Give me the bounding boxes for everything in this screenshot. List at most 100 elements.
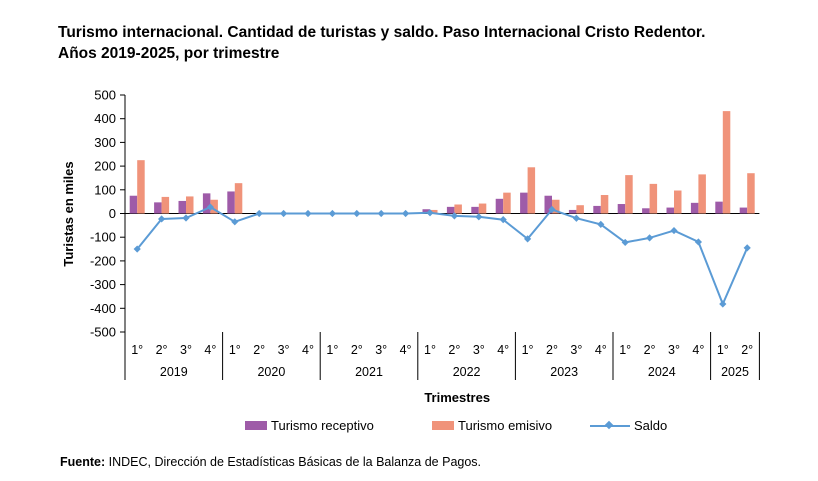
legend-item-emisivo: Turismo emisivo xyxy=(432,418,552,433)
point-saldo xyxy=(743,244,751,252)
bar-turismo-receptivo xyxy=(715,201,723,214)
x-tick-label: 2° xyxy=(253,343,265,357)
point-saldo xyxy=(353,209,361,218)
bar-turismo-receptivo xyxy=(227,191,235,214)
y-tick-label: 400 xyxy=(94,111,116,126)
bar-turismo-emisivo xyxy=(430,209,438,214)
x-tick-label: 4° xyxy=(302,343,314,357)
point-saldo xyxy=(133,245,141,253)
point-saldo xyxy=(475,213,483,221)
bar-turismo-emisivo xyxy=(234,183,243,214)
x-tick-label: 2° xyxy=(644,343,656,357)
bar-turismo-receptivo xyxy=(129,195,138,214)
point-saldo xyxy=(670,226,678,235)
point-saldo xyxy=(304,209,312,218)
bar-turismo-receptivo xyxy=(202,193,211,214)
point-saldo xyxy=(426,209,434,217)
x-tick-label: 3° xyxy=(278,343,290,357)
bar-turismo-emisivo xyxy=(747,173,755,214)
x-tick-label: 1° xyxy=(717,343,729,357)
y-tick-label: 100 xyxy=(94,182,116,197)
point-saldo xyxy=(499,216,507,224)
bar-turismo-emisivo xyxy=(503,192,511,214)
bar-turismo-emisivo xyxy=(576,205,584,214)
y-tick-label: 200 xyxy=(94,159,116,174)
x-tick-label: 4° xyxy=(692,343,704,357)
bar-turismo-emisivo xyxy=(625,175,633,214)
point-saldo xyxy=(719,300,727,308)
legend-swatch-emisivo xyxy=(432,421,454,430)
x-tick-label: 2° xyxy=(741,343,753,357)
chart-title-line2: Años 2019-2025, por trimestre xyxy=(58,45,280,62)
y-tick-label: -300 xyxy=(90,277,116,292)
x-tick-label: 1° xyxy=(424,343,436,357)
point-saldo xyxy=(524,235,532,243)
point-saldo xyxy=(255,209,263,218)
bar-turismo-receptivo xyxy=(690,202,699,214)
point-saldo xyxy=(572,214,580,222)
bar-turismo-receptivo xyxy=(471,206,479,214)
legend-label-saldo: Saldo xyxy=(634,418,668,433)
chart-title-line1: Turismo internacional. Cantidad de turis… xyxy=(58,24,706,41)
x-tick-label: 2° xyxy=(546,343,558,357)
x-tick-label: 4° xyxy=(400,343,412,357)
bar-turismo-receptivo xyxy=(422,209,430,214)
y-tick-label: -200 xyxy=(90,253,116,268)
bar-turismo-emisivo xyxy=(161,196,170,214)
legend-swatch-receptivo xyxy=(245,421,267,430)
bar-turismo-emisivo xyxy=(649,183,658,214)
bar-turismo-emisivo xyxy=(722,111,731,214)
bar-turismo-emisivo xyxy=(527,167,536,214)
point-saldo xyxy=(621,238,629,247)
x-tick-label: 4° xyxy=(595,343,607,357)
year-label: 2019 xyxy=(160,365,188,379)
x-tick-label: 4° xyxy=(497,343,509,357)
year-label: 2022 xyxy=(453,365,481,379)
point-saldo xyxy=(597,220,605,229)
point-saldo xyxy=(280,209,288,218)
bar-turismo-receptivo xyxy=(520,192,528,214)
bar-turismo-receptivo xyxy=(593,205,601,214)
x-tick-label: 1° xyxy=(619,343,631,357)
bar-turismo-emisivo xyxy=(186,196,194,214)
bar-turismo-receptivo xyxy=(544,195,552,214)
point-saldo xyxy=(694,238,702,246)
source-text: INDEC, Dirección de Estadísticas Básicas… xyxy=(105,455,482,469)
bar-turismo-emisivo xyxy=(137,160,145,214)
year-label: 2023 xyxy=(550,365,578,379)
y-tick-label: -100 xyxy=(90,230,116,245)
bar-turismo-receptivo xyxy=(178,200,186,214)
year-label: 2025 xyxy=(721,365,749,379)
x-tick-label: 1° xyxy=(229,343,241,357)
x-tick-label: 1° xyxy=(131,343,143,357)
year-label: 2024 xyxy=(648,365,676,379)
bar-turismo-receptivo xyxy=(617,204,626,214)
point-saldo xyxy=(377,209,385,218)
bar-turismo-emisivo xyxy=(454,204,462,214)
bar-turismo-emisivo xyxy=(478,203,487,214)
x-tick-label: 3° xyxy=(570,343,582,357)
x-tick-label: 3° xyxy=(668,343,680,357)
legend-item-saldo: Saldo xyxy=(590,418,667,433)
x-tick-label: 3° xyxy=(473,343,485,357)
x-axis-label: Trimestres xyxy=(424,390,490,405)
bar-turismo-emisivo xyxy=(674,190,682,214)
bar-turismo-receptivo xyxy=(446,206,455,214)
bar-turismo-emisivo xyxy=(552,199,560,214)
y-tick-label: 0 xyxy=(109,206,116,221)
y-tick-label: -500 xyxy=(90,325,116,340)
year-label: 2021 xyxy=(355,365,383,379)
x-tick-label: 4° xyxy=(204,343,216,357)
point-saldo xyxy=(182,214,190,222)
bar-turismo-emisivo xyxy=(210,199,218,214)
year-label: 2020 xyxy=(257,365,285,379)
x-tick-label: 1° xyxy=(326,343,338,357)
x-tick-label: 2° xyxy=(448,343,460,357)
point-saldo xyxy=(548,205,556,214)
line-saldo xyxy=(136,205,749,307)
bar-turismo-receptivo xyxy=(642,208,650,214)
point-saldo xyxy=(450,212,458,220)
point-saldo xyxy=(231,218,239,226)
y-tick-label: 500 xyxy=(94,88,116,103)
